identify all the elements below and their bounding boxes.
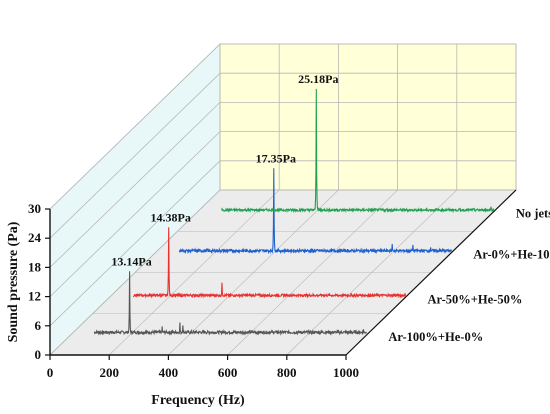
x-tick-label: 200 <box>99 365 119 380</box>
series-label: Ar-0%+He-100% <box>473 248 550 262</box>
series-line <box>132 227 407 299</box>
peak-label: 13.14Pa <box>111 254 151 268</box>
grid-line <box>49 102 516 268</box>
peak-label: 14.38Pa <box>151 210 191 224</box>
grid-line <box>49 160 516 327</box>
y-tick-label: 0 <box>35 347 42 362</box>
x-tick-label: 800 <box>277 365 297 380</box>
series-line <box>221 88 495 214</box>
chart-grid <box>49 43 517 356</box>
y-tick-label: 18 <box>28 259 42 274</box>
grid-line <box>49 131 516 297</box>
series-line <box>93 271 367 336</box>
y-tick-label: 12 <box>28 289 41 304</box>
peak-label: 25.18Pa <box>298 72 338 86</box>
series-3 <box>221 88 495 214</box>
y-tick-label: 6 <box>35 318 42 333</box>
grid-line <box>49 43 516 210</box>
y-axis-title: Sound pressure (Pa) <box>6 221 21 342</box>
series-2 <box>178 168 452 255</box>
grid-line <box>49 72 516 239</box>
x-axis-title: Frequency (Hz) <box>151 393 245 408</box>
x-tick-label: 600 <box>218 365 238 380</box>
series-0 <box>93 271 367 336</box>
series-label: Ar-50%+He-50% <box>428 292 523 306</box>
depth-axis-line <box>345 189 517 356</box>
series-1 <box>132 227 407 299</box>
x-tick-label: 1000 <box>333 365 359 380</box>
label-layer: 13.14Pa Ar-100%+He-0% 14.38Pa Ar-50%+He-50%… <box>111 72 550 344</box>
x-tick-label: 0 <box>47 365 54 380</box>
chart-axes: 0 200 400 600 800 1000 0 6 12 18 24 30 <box>28 189 517 380</box>
y-tick-label: 30 <box>28 201 41 216</box>
back-wall <box>219 43 517 191</box>
grid-line <box>49 189 516 356</box>
series-line <box>178 168 452 255</box>
series-label: Ar-100%+He-0% <box>388 330 483 344</box>
peak-label: 17.35Pa <box>256 151 296 165</box>
series-layer <box>93 88 495 336</box>
series-label: No jets <box>516 206 550 220</box>
x-tick-label: 400 <box>159 365 179 380</box>
y-tick-label: 24 <box>28 230 42 245</box>
